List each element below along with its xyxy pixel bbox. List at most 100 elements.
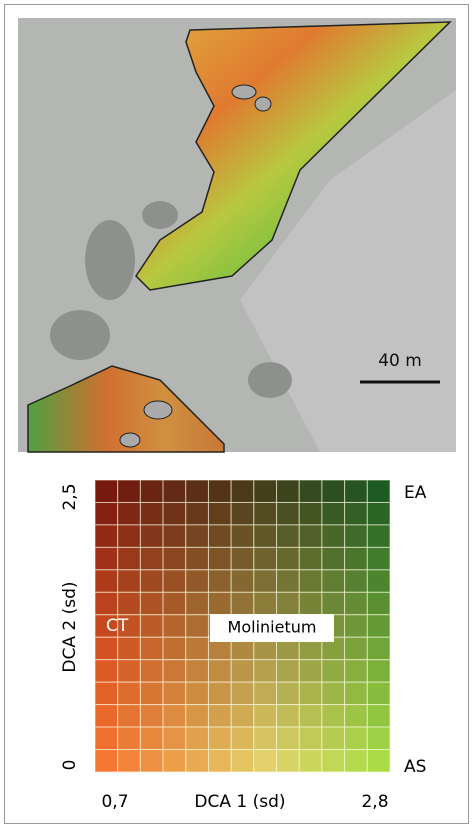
zone-label: CT xyxy=(106,616,129,636)
color-cell xyxy=(254,525,277,547)
color-cell xyxy=(299,525,322,547)
color-cell xyxy=(208,682,231,704)
tree-cluster xyxy=(248,362,292,398)
color-cell xyxy=(231,660,254,682)
color-cell xyxy=(140,502,163,524)
color-cell xyxy=(231,592,254,614)
color-cell xyxy=(118,682,141,704)
tree-cluster xyxy=(50,310,110,360)
color-cell xyxy=(163,592,186,614)
color-cell xyxy=(277,547,300,569)
color-cell xyxy=(367,637,390,659)
color-cell xyxy=(186,750,209,772)
color-cell xyxy=(345,547,368,569)
color-cell xyxy=(254,705,277,727)
color-cell xyxy=(277,750,300,772)
color-cell xyxy=(118,547,141,569)
color-cell xyxy=(208,727,231,749)
color-cell xyxy=(140,750,163,772)
color-cell xyxy=(367,682,390,704)
plot-hole xyxy=(120,433,140,447)
color-cell xyxy=(299,547,322,569)
color-cell xyxy=(231,705,254,727)
color-cell xyxy=(345,750,368,772)
x-max-label: 2,8 xyxy=(361,792,388,812)
figure: 40 m 2,5 0 DCA 2 (sd) EA AS 0,7 DCA 1 (s… xyxy=(0,0,473,828)
color-cell xyxy=(231,525,254,547)
color-cell xyxy=(208,705,231,727)
color-cell xyxy=(186,592,209,614)
color-cell xyxy=(277,660,300,682)
color-cell xyxy=(186,480,209,502)
scale-label: 40 m xyxy=(378,351,422,371)
zone-label: Molinietum xyxy=(228,618,317,637)
color-cell xyxy=(367,502,390,524)
y-min-label: 0 xyxy=(60,760,80,771)
color-cell xyxy=(163,637,186,659)
color-cell xyxy=(208,750,231,772)
color-cell xyxy=(299,592,322,614)
color-cell xyxy=(118,480,141,502)
color-cell xyxy=(367,615,390,637)
color-cell xyxy=(322,570,345,592)
color-cell xyxy=(231,682,254,704)
color-cell xyxy=(95,525,118,547)
color-cell xyxy=(231,547,254,569)
plot-hole xyxy=(144,401,172,419)
corner-label: AS xyxy=(404,757,426,777)
color-cell xyxy=(299,570,322,592)
color-cell xyxy=(163,750,186,772)
color-cell xyxy=(186,705,209,727)
color-cell xyxy=(277,502,300,524)
color-cell xyxy=(95,705,118,727)
color-cell xyxy=(95,480,118,502)
color-cell xyxy=(367,570,390,592)
color-cell xyxy=(322,682,345,704)
color-cell xyxy=(367,705,390,727)
color-cell xyxy=(208,660,231,682)
color-cell xyxy=(345,615,368,637)
color-cell xyxy=(367,750,390,772)
color-cell xyxy=(208,547,231,569)
plot-hole xyxy=(232,85,256,99)
color-cell xyxy=(140,660,163,682)
color-cell xyxy=(186,637,209,659)
color-cell xyxy=(231,502,254,524)
color-cell xyxy=(345,570,368,592)
tree-cluster xyxy=(85,220,135,300)
color-cell xyxy=(95,547,118,569)
color-cell xyxy=(163,682,186,704)
color-cell xyxy=(118,525,141,547)
color-cell xyxy=(118,705,141,727)
color-cell xyxy=(277,682,300,704)
color-cell xyxy=(277,727,300,749)
color-cell xyxy=(186,615,209,637)
plot-hole xyxy=(255,97,271,111)
color-cell xyxy=(140,615,163,637)
color-cell xyxy=(95,750,118,772)
x-min-label: 0,7 xyxy=(101,792,128,812)
color-cell xyxy=(118,660,141,682)
color-cell xyxy=(299,480,322,502)
color-cell xyxy=(231,570,254,592)
color-cell xyxy=(345,682,368,704)
color-cell xyxy=(345,525,368,547)
color-cell xyxy=(254,570,277,592)
color-cell xyxy=(186,570,209,592)
color-cell xyxy=(367,727,390,749)
color-cell xyxy=(277,570,300,592)
color-cell xyxy=(186,682,209,704)
color-cell xyxy=(95,682,118,704)
color-cell xyxy=(277,705,300,727)
color-cell xyxy=(95,660,118,682)
map: 40 m xyxy=(18,18,456,452)
color-cell xyxy=(140,682,163,704)
color-cell xyxy=(299,660,322,682)
color-cell xyxy=(140,525,163,547)
color-cell xyxy=(208,480,231,502)
color-cell xyxy=(322,502,345,524)
color-cell xyxy=(208,570,231,592)
color-cell xyxy=(140,570,163,592)
color-cell xyxy=(254,682,277,704)
color-cell xyxy=(299,750,322,772)
